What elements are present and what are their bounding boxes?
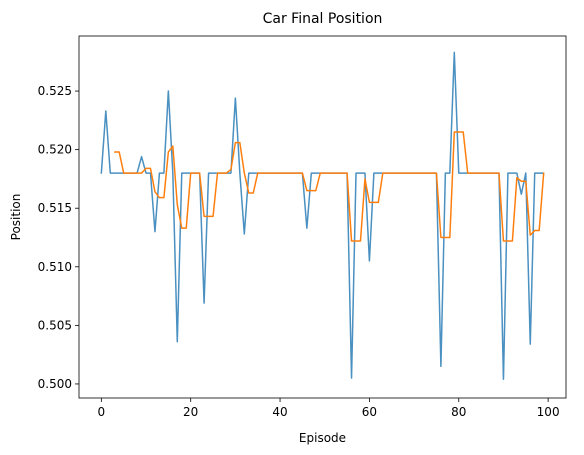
x-tick-label: 100 <box>537 405 560 419</box>
x-tick-label: 0 <box>98 405 106 419</box>
series-line-1 <box>100 51 545 381</box>
plot-area <box>100 51 545 381</box>
x-axis-label: Episode <box>299 431 346 445</box>
plot-frame <box>78 35 567 399</box>
y-tick-label: 0.520 <box>38 143 72 157</box>
y-tick-label: 0.515 <box>38 201 72 215</box>
x-tick-label: 20 <box>183 405 198 419</box>
x-tick-label: 40 <box>272 405 287 419</box>
x-axis: 0 20 40 60 80 100 <box>98 398 560 419</box>
y-tick-label: 0.510 <box>38 260 72 274</box>
y-tick-label: 0.505 <box>38 318 72 332</box>
x-tick-label: 60 <box>362 405 377 419</box>
y-tick-label: 0.525 <box>38 84 72 98</box>
y-axis-label: Position <box>9 194 23 241</box>
y-axis: 0.500 0.505 0.510 0.515 0.520 0.525 <box>38 84 79 391</box>
series-line-2 <box>113 131 545 242</box>
x-tick-label: 80 <box>451 405 466 419</box>
y-tick-label: 0.500 <box>38 377 72 391</box>
chart-title: Car Final Position <box>263 11 383 27</box>
